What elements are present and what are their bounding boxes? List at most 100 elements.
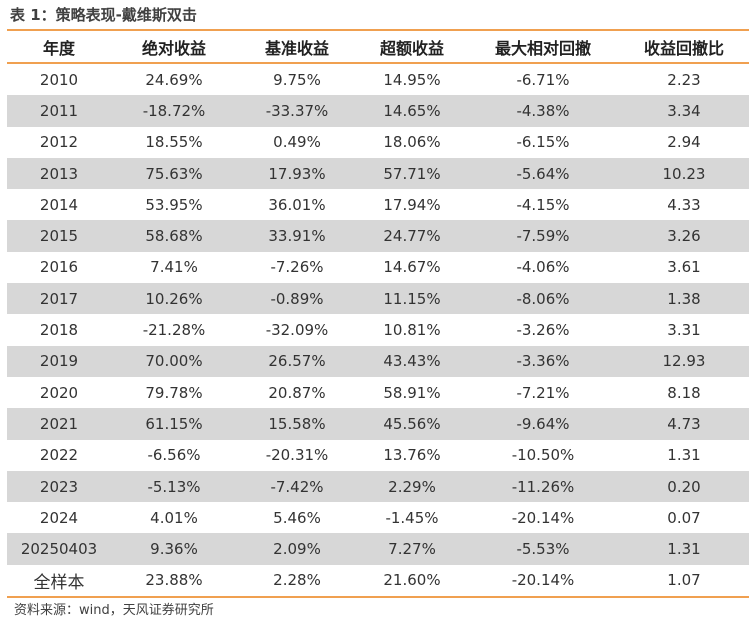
cell-absolute-return: 18.55% [145, 133, 203, 152]
table-title: 表 1：策略表现-戴维斯双击 [10, 6, 197, 24]
cell-max-relative-drawdown: -10.50% [511, 446, 575, 465]
cell-benchmark-return: -0.89% [237, 283, 357, 315]
cell-year: 2021 [7, 408, 111, 440]
cell-excess-return: 45.56% [357, 408, 467, 440]
cell-benchmark-return: 33.91% [237, 220, 357, 252]
cell-benchmark-return: -20.31% [265, 446, 329, 465]
cell-year: 2015 [7, 220, 111, 252]
table-row: 2016 7.41% -7.26% 14.67% -4.06% 3.61 [7, 252, 749, 283]
cell-absolute-return: 4.01% [150, 508, 198, 527]
table-row: 2020 79.78% 20.87% 58.91% -7.21% 8.18 [7, 377, 749, 408]
cell-max-relative-drawdown: -9.64% [467, 408, 619, 440]
cell-max-relative-drawdown: -3.36% [467, 345, 619, 377]
cell-max-relative-drawdown: -6.71% [516, 70, 570, 89]
table-row: 2010 24.69% 9.75% 14.95% -6.71% 2.23 [7, 63, 749, 95]
cell-return-drawdown-ratio: 1.31 [667, 446, 701, 465]
table-row: 2022 -6.56% -20.31% 13.76% -10.50% 1.31 [7, 440, 749, 471]
cell-year: 全样本 [7, 564, 111, 599]
cell-return-drawdown-ratio: 12.93 [619, 345, 749, 377]
table-row: 2021 61.15% 15.58% 45.56% -9.64% 4.73 [7, 408, 749, 440]
cell-max-relative-drawdown: -4.38% [467, 95, 619, 127]
cell-excess-return: 17.94% [383, 195, 441, 214]
table-row: 全样本 23.88% 2.28% 21.60% -20.14% 1.07 [7, 564, 749, 599]
cell-year: 2019 [7, 345, 111, 377]
cell-excess-return: 57.71% [357, 157, 467, 190]
cell-year: 2022 [39, 446, 79, 465]
cell-year: 2024 [39, 508, 79, 527]
cell-return-drawdown-ratio: 1.38 [619, 283, 749, 315]
cell-return-drawdown-ratio: 3.26 [619, 220, 749, 252]
cell-absolute-return: 10.26% [111, 283, 237, 315]
cell-max-relative-drawdown: -6.15% [516, 133, 570, 152]
cell-year: 2011 [7, 95, 111, 127]
cell-max-relative-drawdown: -4.15% [516, 195, 570, 214]
cell-absolute-return: 61.15% [111, 408, 237, 440]
cell-year: 2012 [39, 133, 79, 152]
cell-max-relative-drawdown: -11.26% [467, 470, 619, 503]
table-row: 2018 -21.28% -32.09% 10.81% -3.26% 3.31 [7, 314, 749, 345]
cell-max-relative-drawdown: -7.21% [516, 383, 570, 402]
cell-benchmark-return: 36.01% [268, 195, 326, 214]
cell-max-relative-drawdown: -20.14% [511, 508, 575, 527]
table-row: 2012 18.55% 0.49% 18.06% -6.15% 2.94 [7, 127, 749, 158]
header-max-relative-drawdown: 最大相对回撤 [467, 29, 619, 64]
cell-year: 2014 [39, 195, 79, 214]
cell-return-drawdown-ratio: 3.31 [667, 321, 701, 340]
cell-benchmark-return: 20.87% [268, 383, 326, 402]
cell-benchmark-return: 15.58% [237, 408, 357, 440]
cell-benchmark-return: 17.93% [237, 157, 357, 190]
header-benchmark-return: 基准收益 [237, 29, 357, 64]
cell-return-drawdown-ratio: 4.33 [667, 195, 701, 214]
cell-excess-return: 21.60% [357, 564, 467, 599]
cell-return-drawdown-ratio: 4.73 [619, 408, 749, 440]
cell-year: 20250403 [7, 533, 111, 565]
table-row: 2015 58.68% 33.91% 24.77% -7.59% 3.26 [7, 220, 749, 252]
cell-absolute-return: 79.78% [145, 383, 203, 402]
cell-benchmark-return: -33.37% [237, 95, 357, 127]
cell-year: 2018 [39, 321, 79, 340]
cell-max-relative-drawdown: -4.06% [516, 258, 570, 277]
cell-excess-return: 2.29% [357, 470, 467, 503]
cell-absolute-return: 24.69% [145, 70, 203, 89]
table-row: 20250403 9.36% 2.09% 7.27% -5.53% 1.31 [7, 533, 749, 565]
cell-excess-return: 14.65% [357, 95, 467, 127]
cell-absolute-return: 7.41% [150, 258, 198, 277]
source-note: 资料来源：wind，天风证券研究所 [14, 603, 214, 618]
cell-return-drawdown-ratio: 2.94 [667, 133, 701, 152]
table-row: 2013 75.63% 17.93% 57.71% -5.64% 10.23 [7, 157, 749, 190]
cell-year: 2010 [39, 70, 79, 89]
cell-return-drawdown-ratio: 8.18 [667, 383, 701, 402]
cell-return-drawdown-ratio: 0.20 [619, 470, 749, 503]
cell-benchmark-return: 2.09% [237, 533, 357, 565]
cell-absolute-return: 23.88% [111, 564, 237, 599]
header-excess-return: 超额收益 [357, 29, 467, 64]
cell-excess-return: 10.81% [383, 321, 441, 340]
cell-return-drawdown-ratio: 3.61 [667, 258, 701, 277]
cell-absolute-return: 9.36% [111, 533, 237, 565]
cell-benchmark-return: 5.46% [273, 508, 321, 527]
performance-table-container: 年度 绝对收益 基准收益 超额收益 最大相对回撤 收益回撤比 2010 24.69… [7, 29, 749, 599]
cell-benchmark-return: 9.75% [273, 70, 321, 89]
cell-year: 2020 [39, 383, 79, 402]
cell-year: 2017 [7, 283, 111, 315]
header-absolute-return: 绝对收益 [111, 29, 237, 64]
cell-max-relative-drawdown: -3.26% [516, 321, 570, 340]
table-row: 2019 70.00% 26.57% 43.43% -3.36% 12.93 [7, 345, 749, 377]
cell-return-drawdown-ratio: 10.23 [619, 157, 749, 190]
cell-return-drawdown-ratio: 1.07 [619, 564, 749, 599]
cell-year: 2013 [7, 157, 111, 190]
cell-absolute-return: 75.63% [111, 157, 237, 190]
cell-absolute-return: 53.95% [145, 195, 203, 214]
cell-benchmark-return: -7.42% [237, 470, 357, 503]
cell-excess-return: -1.45% [385, 508, 439, 527]
table-row: 2014 53.95% 36.01% 17.94% -4.15% 4.33 [7, 189, 749, 220]
cell-max-relative-drawdown: -7.59% [467, 220, 619, 252]
cell-excess-return: 58.91% [383, 383, 441, 402]
performance-table: 年度 绝对收益 基准收益 超额收益 最大相对回撤 收益回撤比 2010 24.69… [7, 29, 749, 599]
cell-return-drawdown-ratio: 0.07 [667, 508, 701, 527]
cell-excess-return: 14.67% [383, 258, 441, 277]
table-row: 2011 -18.72% -33.37% 14.65% -4.38% 3.34 [7, 95, 749, 127]
cell-max-relative-drawdown: -20.14% [467, 564, 619, 599]
cell-absolute-return: -18.72% [111, 95, 237, 127]
cell-excess-return: 11.15% [357, 283, 467, 315]
